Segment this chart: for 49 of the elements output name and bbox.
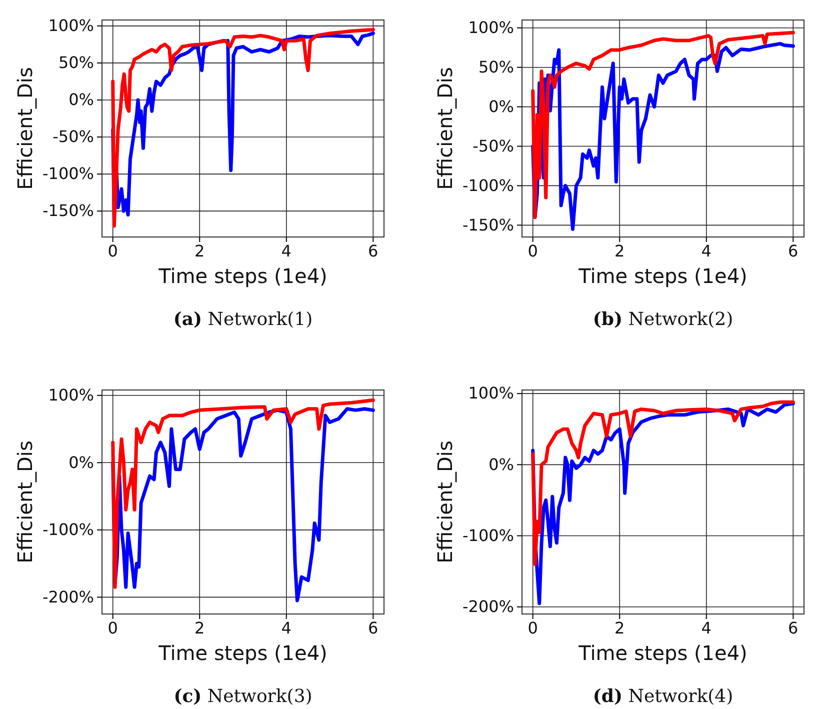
x-tick-label: 4 <box>701 618 712 638</box>
y-tick-label: 50% <box>58 53 94 72</box>
y-axis-title: Efficient_Dis <box>433 440 457 564</box>
x-axis-title: Time steps (1e4) <box>158 641 328 665</box>
x-tick-label: 2 <box>614 618 625 638</box>
y-tick-label: 0% <box>488 96 514 116</box>
line-series <box>531 400 795 566</box>
y-tick-label: -50% <box>472 136 514 156</box>
y-tick-label: 100% <box>468 18 514 38</box>
x-tick-label: 0 <box>528 241 538 260</box>
y-tick-label: 100% <box>48 386 94 404</box>
y-tick-label: -100% <box>42 520 94 540</box>
x-axis-title: Time steps (1e4) <box>578 641 748 665</box>
x-tick-label: 4 <box>281 618 292 638</box>
text: (b) Network(2) <box>592 309 734 330</box>
y-tick-label: -200% <box>42 587 94 606</box>
y-tick-label: -100% <box>42 164 94 184</box>
x-tick-label: 0 <box>108 618 118 638</box>
y-tick-label: 0% <box>68 90 94 110</box>
y-axis-title: Efficient_Dis <box>13 67 37 190</box>
y-tick-label: 0% <box>68 452 94 472</box>
x-tick-label: 2 <box>194 241 205 260</box>
y-axis-title: Efficient_Dis <box>433 67 457 190</box>
x-tick-label: 6 <box>788 241 798 260</box>
text: (a) Network(1) <box>173 309 313 330</box>
x-tick-label: 6 <box>788 618 798 638</box>
y-tick-label: 100% <box>468 384 514 403</box>
x-tick-label: 0 <box>528 618 538 638</box>
y-tick-label: 50% <box>478 57 514 76</box>
x-tick-label: 4 <box>281 241 292 260</box>
y-tick-label: -150% <box>42 201 94 220</box>
x-tick-label: 6 <box>368 618 378 638</box>
x-tick-label: 2 <box>614 241 625 260</box>
y-tick-label: 0% <box>488 454 514 474</box>
y-tick-label: -200% <box>462 597 514 616</box>
y-tick-label: -100% <box>462 176 514 195</box>
y-tick-label: -100% <box>462 526 514 545</box>
x-axis-title: Time steps (1e4) <box>158 264 328 288</box>
y-tick-label: -150% <box>462 215 514 234</box>
x-tick-label: 4 <box>701 241 712 260</box>
y-tick-label: 100% <box>48 16 94 36</box>
x-tick-label: 0 <box>108 241 118 260</box>
x-tick-label: 6 <box>368 241 378 260</box>
text: (d) Network(4) <box>592 686 734 707</box>
y-axis-title: Efficient_Dis <box>13 440 37 564</box>
y-tick-label: -50% <box>52 127 94 146</box>
x-axis-title: Time steps (1e4) <box>578 264 748 288</box>
text: (c) Network(3) <box>174 686 312 707</box>
x-tick-label: 2 <box>194 618 205 638</box>
